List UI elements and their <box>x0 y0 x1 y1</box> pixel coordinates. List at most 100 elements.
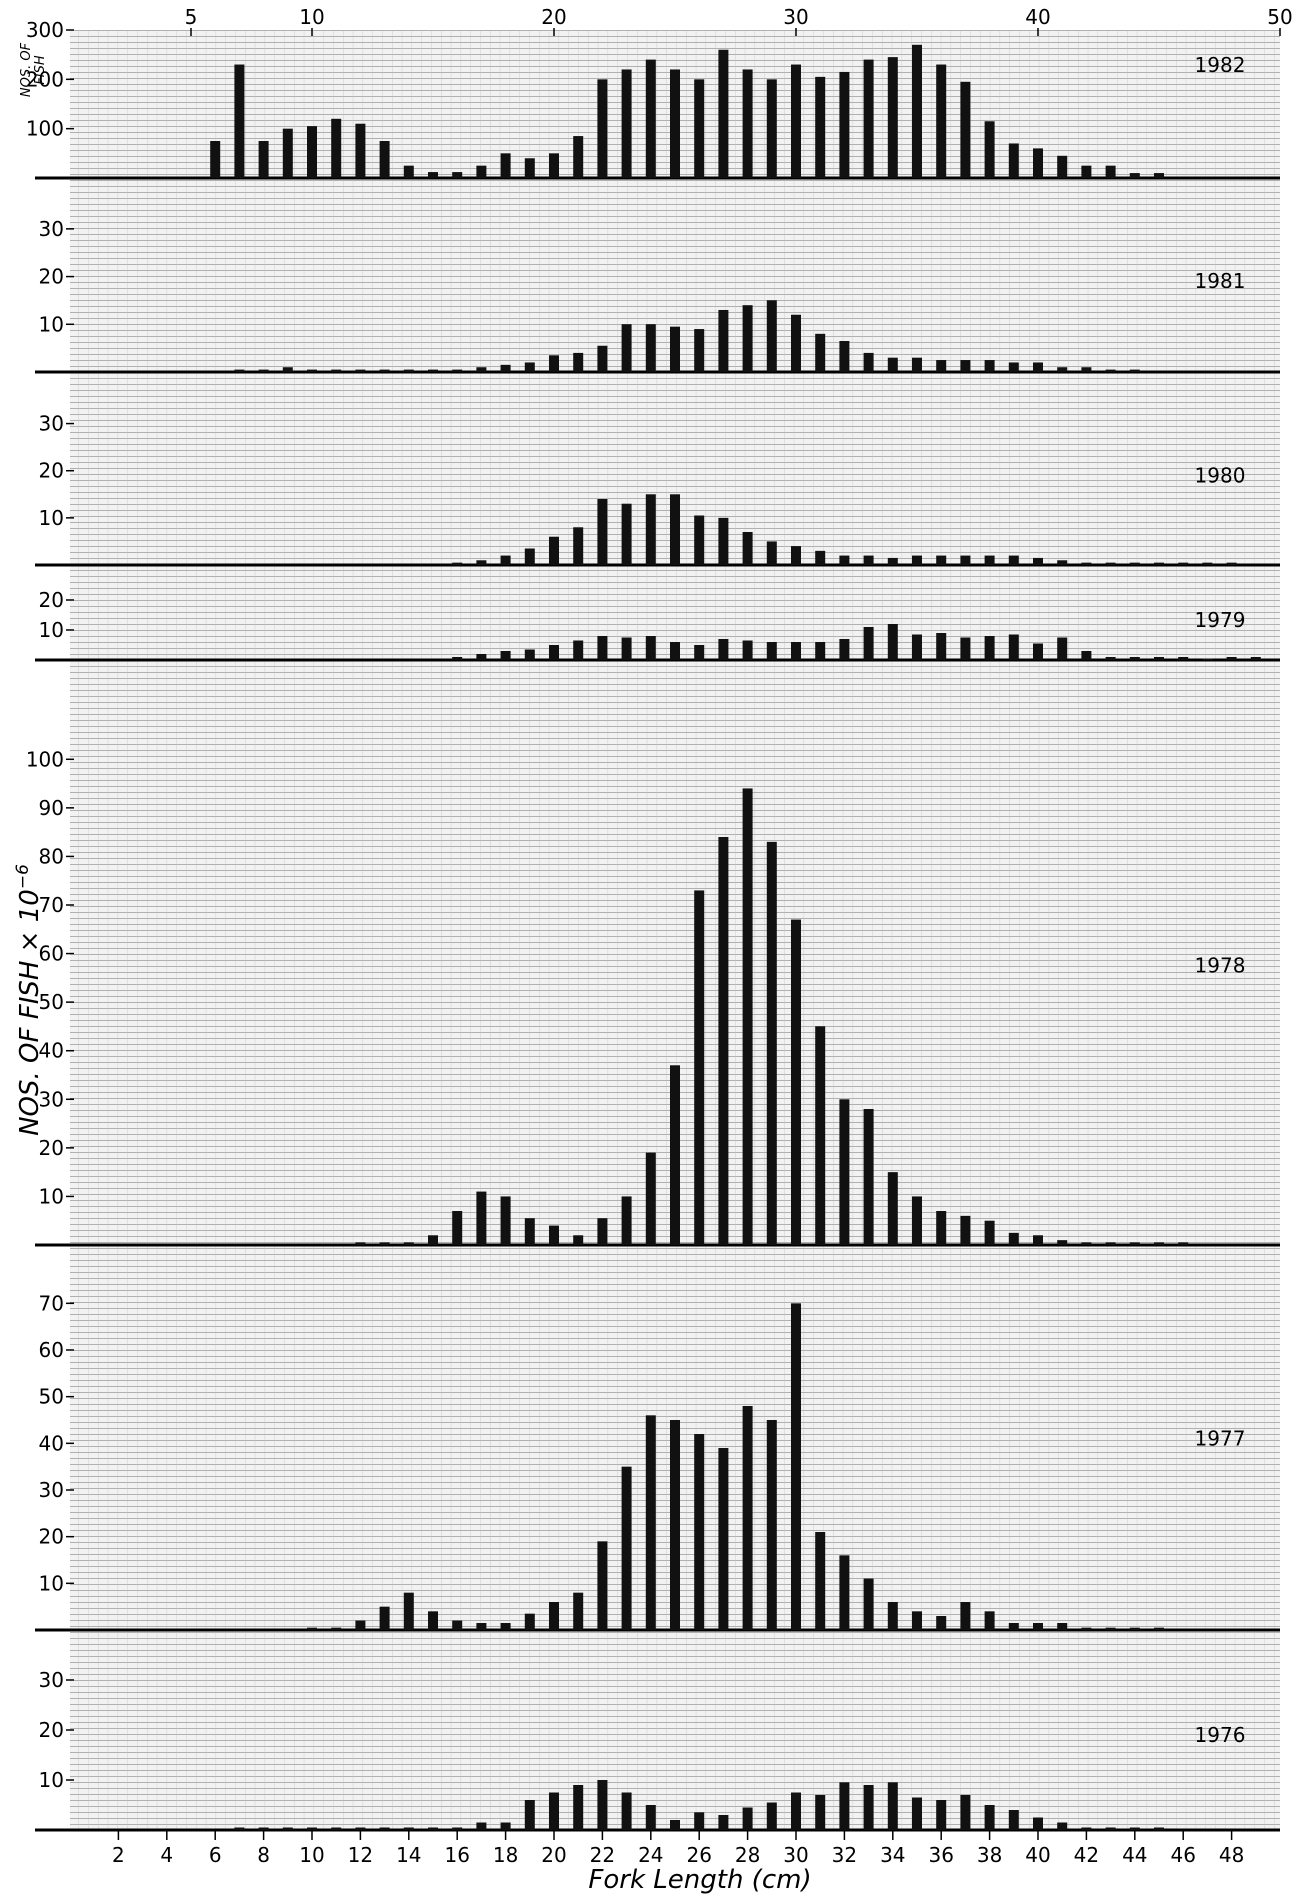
bottom-x-tick-label: 32 <box>832 1843 857 1867</box>
bar <box>1226 657 1237 660</box>
bar <box>645 1415 656 1630</box>
bottom-x-tick-label: 26 <box>686 1843 711 1867</box>
bar <box>1105 562 1116 565</box>
panel-1982: 100 200 300 1982 <box>26 18 1280 180</box>
bottom-x-tick-label: 22 <box>590 1843 615 1867</box>
bar <box>984 636 995 660</box>
bar <box>694 329 705 372</box>
bar <box>379 369 390 372</box>
bar <box>549 1792 559 1830</box>
bar <box>1057 637 1068 660</box>
bottom-x-tick-label: 42 <box>1074 1843 1099 1867</box>
bar <box>1129 369 1140 372</box>
bar <box>742 69 753 178</box>
bar <box>549 536 559 565</box>
top-x-tick-label: 20 <box>541 5 566 29</box>
bar <box>573 136 584 178</box>
bar <box>549 355 559 372</box>
bar <box>1033 1235 1043 1245</box>
bar <box>839 1555 850 1630</box>
bar <box>597 636 608 660</box>
y-axis-title: NOS. OF FISH × 10−6 <box>13 864 45 1136</box>
bar <box>694 1434 705 1630</box>
bar <box>1154 1827 1164 1830</box>
bar <box>621 637 632 660</box>
bar <box>912 357 922 372</box>
bar <box>936 555 947 565</box>
bar <box>452 1211 463 1245</box>
bar <box>621 69 632 178</box>
bar <box>1154 657 1164 660</box>
bar <box>936 360 947 372</box>
bar <box>621 1792 632 1830</box>
bar <box>500 153 511 178</box>
top-x-tick-label: 10 <box>299 5 324 29</box>
bar <box>1008 362 1019 372</box>
bar <box>718 1815 729 1830</box>
bar <box>549 1602 559 1630</box>
bar <box>936 1616 947 1630</box>
bar <box>887 557 898 565</box>
bar <box>718 49 729 178</box>
bar <box>428 172 438 178</box>
bar <box>428 1235 438 1245</box>
bar <box>766 541 777 565</box>
bar <box>912 1196 922 1245</box>
bar <box>670 326 680 372</box>
bar <box>984 1220 995 1245</box>
bar <box>791 642 801 660</box>
bar <box>984 555 995 565</box>
bar <box>1129 1242 1140 1245</box>
bar <box>863 1578 874 1630</box>
top-x-tick-label: 5 <box>185 5 198 29</box>
bar <box>282 367 293 372</box>
panel-separator <box>70 568 1280 576</box>
bar <box>887 624 898 660</box>
panel-1976: 10 20 30 1976 <box>35 1633 1280 1832</box>
bar <box>1033 148 1043 178</box>
bar <box>815 1795 826 1830</box>
bar <box>621 1466 632 1630</box>
bar <box>1081 367 1092 372</box>
bar <box>645 324 656 372</box>
bar <box>645 494 656 565</box>
y-tick-label: 10 <box>39 1571 64 1595</box>
bottom-x-tick-label: 30 <box>783 1843 808 1867</box>
y-tick-label: 70 <box>39 1291 64 1315</box>
bar <box>694 890 705 1245</box>
bar <box>500 1822 511 1830</box>
bar <box>331 118 342 178</box>
bar <box>1081 651 1092 660</box>
bar <box>307 369 317 372</box>
bar <box>307 126 317 178</box>
bar <box>549 1225 559 1245</box>
bar <box>1057 1623 1068 1630</box>
bar <box>645 1805 656 1830</box>
bar <box>1226 562 1237 565</box>
y-tick-label: 30 <box>39 412 64 436</box>
bar <box>645 1152 656 1245</box>
bar <box>307 1627 317 1630</box>
bar <box>1008 143 1019 178</box>
y-tick-label: 30 <box>39 1478 64 1502</box>
bar <box>863 1785 874 1830</box>
bar <box>573 1235 584 1245</box>
bar <box>670 642 680 660</box>
bar <box>718 837 729 1245</box>
bar <box>379 141 390 178</box>
bar <box>1033 362 1043 372</box>
bar <box>331 369 342 372</box>
bar <box>863 1109 874 1245</box>
year-label: 1978 <box>1195 954 1246 978</box>
bar <box>912 634 922 660</box>
bottom-x-tick-label: 6 <box>209 1843 222 1867</box>
bottom-x-tick-label: 24 <box>638 1843 663 1867</box>
bar <box>742 788 753 1245</box>
bar <box>670 494 680 565</box>
bar <box>863 352 874 372</box>
bar <box>1081 1627 1092 1630</box>
bar <box>500 651 511 660</box>
bar <box>815 1026 826 1245</box>
bar <box>403 165 414 178</box>
bar <box>1081 1827 1092 1830</box>
